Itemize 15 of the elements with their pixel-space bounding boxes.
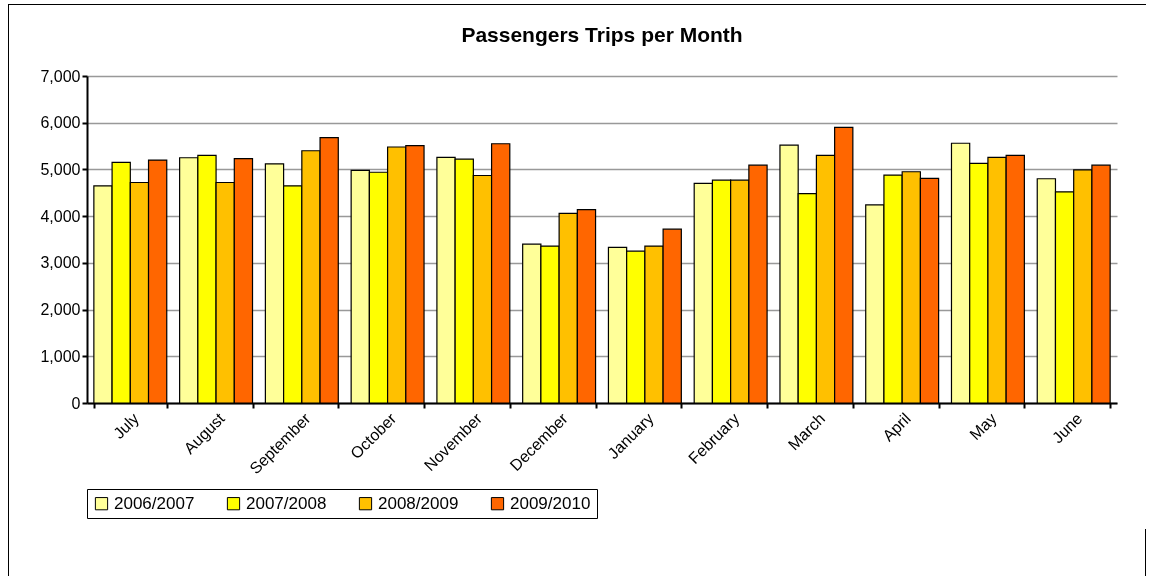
y-tick-label: 6,000 bbox=[40, 114, 81, 132]
y-tick-label: 1,000 bbox=[40, 347, 81, 365]
y-tick-label: 5,000 bbox=[40, 160, 81, 178]
y-tick-label: 3,000 bbox=[40, 254, 81, 272]
x-tick-label: May bbox=[966, 409, 1000, 444]
legend-label: 2007/2008 bbox=[246, 493, 327, 513]
y-tick-label: 2,000 bbox=[40, 301, 81, 319]
y-tick-label: 4,000 bbox=[40, 207, 81, 225]
legend-label: 2008/2009 bbox=[378, 493, 459, 513]
y-tick-label: 0 bbox=[71, 394, 81, 412]
y-tick-label: 7,000 bbox=[40, 67, 81, 85]
chart-title: Passengers Trips per Month bbox=[461, 23, 743, 46]
legend-label: 2009/2010 bbox=[510, 493, 591, 513]
legend-label: 2006/2007 bbox=[114, 493, 195, 513]
x-tick-label: July bbox=[109, 409, 143, 442]
